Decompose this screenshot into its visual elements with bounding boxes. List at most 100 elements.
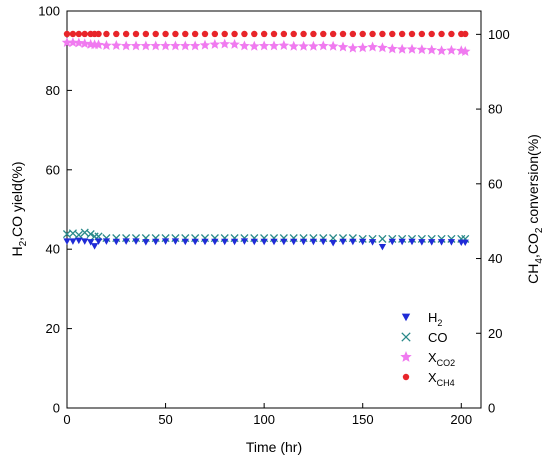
data-point <box>357 42 368 53</box>
legend-marker <box>400 351 412 362</box>
data-point <box>308 40 319 51</box>
data-point <box>327 40 339 51</box>
data-point <box>239 40 250 51</box>
right-y-tick-label: 20 <box>488 326 502 341</box>
x-tick-label: 100 <box>253 412 275 427</box>
data-point <box>81 30 88 38</box>
data-point <box>250 238 258 246</box>
data-point <box>86 230 95 239</box>
data-point <box>221 238 229 246</box>
data-point <box>426 44 437 55</box>
data-point <box>120 40 132 51</box>
data-point <box>329 239 337 247</box>
data-point <box>379 30 386 38</box>
data-point <box>171 238 180 245</box>
data-point <box>63 238 71 245</box>
plot-area-frame <box>66 10 482 409</box>
data-point <box>290 238 298 246</box>
x-tick-label: 0 <box>63 412 70 427</box>
data-point <box>91 243 99 250</box>
data-point <box>79 38 90 49</box>
data-point <box>406 43 418 54</box>
data-point <box>75 237 83 245</box>
left-y-axis-title: H2,CO yield(%) <box>9 161 29 256</box>
data-point <box>101 40 112 51</box>
data-point <box>349 30 357 38</box>
right-y-tick-label: 40 <box>488 251 502 266</box>
data-point <box>339 238 347 246</box>
data-point <box>448 30 455 38</box>
data-point <box>349 238 357 246</box>
data-point <box>112 238 120 246</box>
data-point <box>160 40 171 51</box>
data-point <box>191 238 199 246</box>
right-y-tick-label: 100 <box>488 27 510 42</box>
data-point <box>347 42 359 53</box>
data-point <box>270 30 278 38</box>
data-point <box>418 239 426 246</box>
data-point <box>398 238 406 246</box>
data-point <box>122 238 130 245</box>
left-y-tick-label: 40 <box>46 242 60 257</box>
axis-ticks: 0 50 100 150 200 0 20 40 60 80 100 0 20 40 60 80 100 <box>38 4 509 428</box>
data-point <box>68 229 77 238</box>
data-point <box>69 238 77 245</box>
data-point <box>396 43 408 54</box>
legend-label: XCH4 <box>428 370 455 388</box>
data-point <box>436 45 447 56</box>
data-point <box>416 44 428 55</box>
data-point <box>339 30 347 38</box>
series-layer <box>61 30 471 251</box>
data-point <box>75 30 83 38</box>
data-point <box>298 40 309 51</box>
data-point <box>230 238 239 246</box>
data-point <box>251 30 258 38</box>
data-point <box>367 41 378 52</box>
left-y-tick-label: 20 <box>46 321 60 336</box>
data-point <box>170 40 181 51</box>
x-axis-title: Time (hr) <box>246 439 302 455</box>
right-y-tick-label: 80 <box>488 102 502 117</box>
data-point <box>249 40 260 51</box>
data-point <box>182 30 189 38</box>
data-point <box>359 238 367 246</box>
data-point <box>369 30 376 38</box>
data-point <box>329 30 337 38</box>
data-point <box>260 238 268 246</box>
data-point <box>290 30 297 38</box>
data-point <box>378 234 387 243</box>
data-point <box>221 30 228 38</box>
x-tick-label: 200 <box>450 412 472 427</box>
data-point <box>288 40 299 51</box>
data-point <box>258 40 270 51</box>
right-y-tick-label: 0 <box>488 401 495 416</box>
data-point <box>318 40 329 51</box>
series-xch4 <box>63 30 469 38</box>
series-h2 <box>63 237 469 251</box>
data-point <box>231 30 238 38</box>
data-point <box>93 39 104 50</box>
data-point <box>229 38 240 49</box>
left-y-tick-label: 0 <box>53 401 60 416</box>
data-point <box>209 38 221 49</box>
legend-marker <box>401 332 411 342</box>
data-point <box>428 239 436 246</box>
data-point <box>368 239 377 246</box>
left-y-tick-label: 100 <box>38 4 60 19</box>
data-point <box>462 30 469 38</box>
data-point <box>201 238 209 246</box>
legend-marker <box>401 313 411 322</box>
data-point <box>438 30 445 38</box>
data-point <box>461 239 469 247</box>
data-point <box>320 30 327 38</box>
data-point <box>378 243 387 251</box>
data-point <box>81 238 89 245</box>
data-point <box>94 238 103 245</box>
data-point <box>87 239 95 246</box>
data-point <box>260 30 268 38</box>
data-point <box>122 30 130 38</box>
data-point <box>387 43 398 54</box>
right-y-tick-label: 60 <box>488 176 502 191</box>
data-point <box>377 42 388 53</box>
data-point <box>310 30 317 38</box>
